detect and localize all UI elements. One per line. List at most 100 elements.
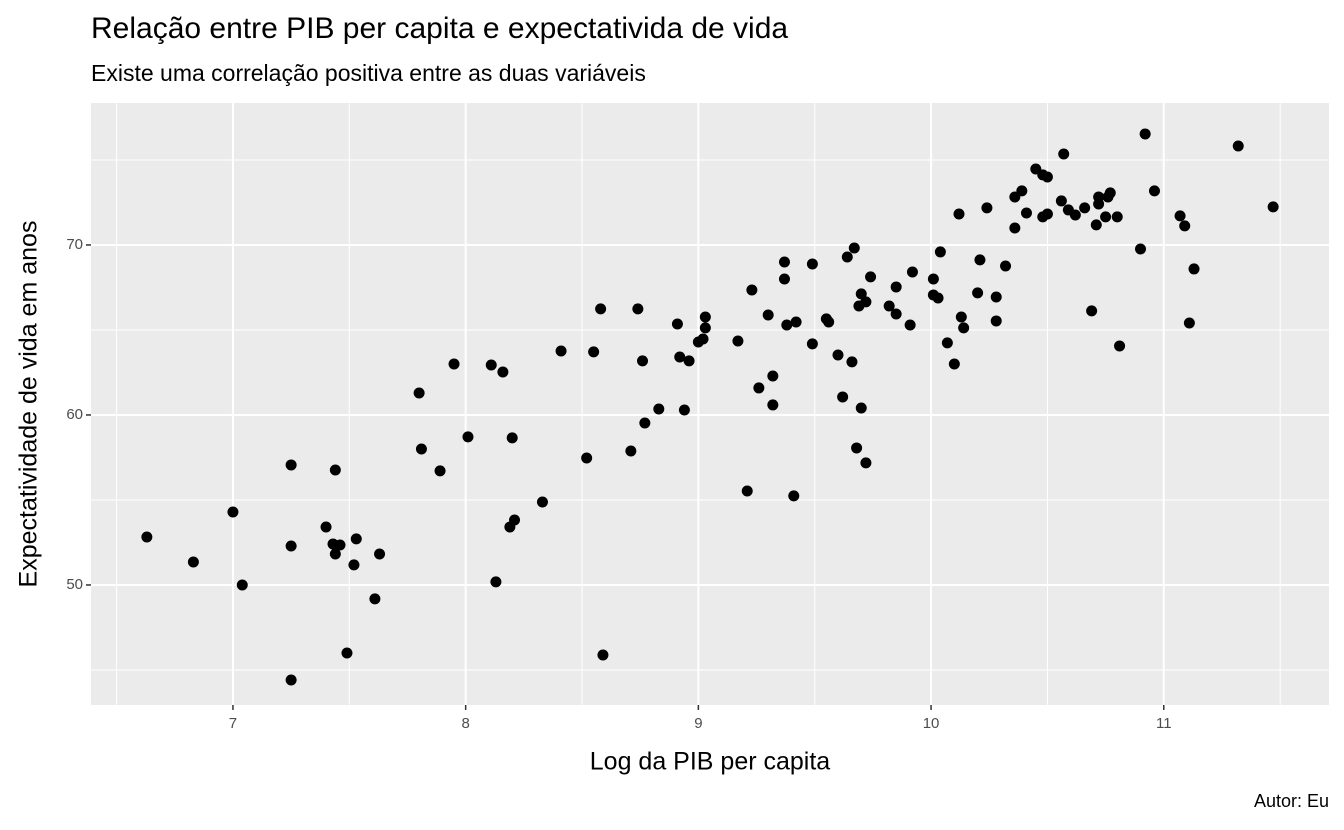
point <box>434 465 446 477</box>
point <box>497 366 509 378</box>
point <box>674 351 686 363</box>
point <box>1009 222 1021 234</box>
point <box>767 399 779 411</box>
point <box>485 359 497 371</box>
y-axis-title: Expectatividade de vida em anos <box>15 221 43 588</box>
point <box>851 442 863 454</box>
point <box>1041 208 1053 220</box>
point <box>413 387 425 399</box>
point <box>823 316 835 328</box>
point <box>753 382 765 394</box>
point <box>890 281 902 293</box>
point <box>555 345 567 357</box>
point <box>625 445 637 457</box>
point <box>927 273 939 285</box>
point <box>865 271 877 283</box>
point <box>227 506 239 518</box>
point <box>581 452 593 464</box>
point <box>990 315 1002 327</box>
point <box>1188 263 1200 275</box>
point <box>981 202 993 214</box>
y-tick-label: 60 <box>66 406 83 423</box>
point <box>639 417 651 429</box>
x-tick-label: 7 <box>229 715 237 732</box>
point <box>588 346 600 358</box>
point <box>778 273 790 285</box>
point <box>1111 211 1123 223</box>
point <box>374 548 386 560</box>
point <box>671 318 683 330</box>
point <box>741 485 753 497</box>
point <box>1079 202 1091 214</box>
point <box>1093 191 1105 203</box>
point <box>637 355 649 367</box>
point <box>1058 148 1070 160</box>
point <box>320 521 332 533</box>
x-tick-label: 11 <box>1156 715 1172 732</box>
point <box>1055 195 1067 207</box>
point <box>1179 220 1191 232</box>
point <box>883 300 895 312</box>
point <box>855 288 867 300</box>
point <box>699 322 711 334</box>
point <box>974 254 986 266</box>
point <box>860 296 872 308</box>
point <box>329 464 341 476</box>
x-tick-label: 9 <box>694 715 702 732</box>
point <box>906 266 918 278</box>
point <box>678 404 690 416</box>
point <box>1090 219 1102 231</box>
point <box>953 208 965 220</box>
point <box>595 303 607 315</box>
point <box>348 559 360 571</box>
point <box>632 303 644 315</box>
point <box>1135 243 1147 255</box>
point <box>1020 207 1032 219</box>
point <box>1139 128 1151 140</box>
point <box>415 443 427 455</box>
point <box>490 576 502 588</box>
caption: Autor: Eu <box>1254 791 1329 811</box>
y-tick-label: 50 <box>66 576 83 593</box>
point <box>1104 187 1116 199</box>
point <box>846 356 858 368</box>
point <box>448 358 460 370</box>
point <box>462 431 474 443</box>
point <box>958 322 970 334</box>
point <box>697 333 709 345</box>
point <box>329 548 341 560</box>
point <box>778 256 790 268</box>
point <box>187 556 199 568</box>
point <box>285 459 297 471</box>
point <box>285 540 297 552</box>
point <box>653 403 665 415</box>
panel <box>91 103 1329 705</box>
x-axis-title: Log da PIB per capita <box>590 748 831 776</box>
point <box>781 319 793 331</box>
point <box>948 358 960 370</box>
point <box>767 370 779 382</box>
point <box>837 391 849 403</box>
point <box>990 291 1002 303</box>
point <box>509 514 521 526</box>
point <box>806 258 818 270</box>
point <box>788 490 800 502</box>
point <box>790 316 802 328</box>
point <box>832 349 844 361</box>
point <box>841 251 853 263</box>
point <box>597 649 609 661</box>
point <box>285 674 297 686</box>
point <box>1000 260 1012 272</box>
point <box>746 284 758 296</box>
point <box>369 593 381 605</box>
point <box>141 531 153 543</box>
point <box>972 287 984 299</box>
point <box>683 355 695 367</box>
x-tick-label: 8 <box>461 715 469 732</box>
point <box>1148 185 1160 197</box>
point <box>1041 171 1053 183</box>
point <box>932 292 944 304</box>
point <box>1174 210 1186 222</box>
point <box>941 337 953 349</box>
